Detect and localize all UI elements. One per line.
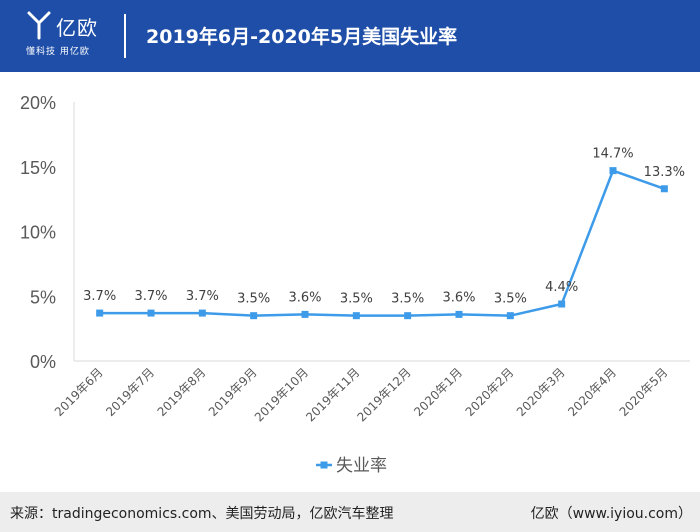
data-label: 3.7%	[83, 289, 116, 304]
data-label: 3.6%	[288, 290, 321, 305]
source-note: 来源：tradingeconomics.com、美国劳动局，亿欧汽车整理	[10, 506, 394, 522]
series-line	[99, 169, 665, 317]
header-banner: 亿欧 懂科技 用亿欧 2019年6月-2020年5月美国失业率	[0, 0, 700, 72]
x-tick-label: 2019年9月	[206, 365, 260, 419]
legend-marker	[320, 461, 328, 469]
data-label: 3.5%	[237, 292, 270, 307]
y-tick-label: 10%	[20, 223, 56, 243]
y-tick-label: 0%	[30, 352, 56, 372]
footer-bar: 来源：tradingeconomics.com、美国劳动局，亿欧汽车整理 亿欧（…	[0, 492, 700, 532]
x-tick-label: 2020年5月	[617, 365, 671, 419]
data-point	[198, 309, 206, 317]
x-tick-label: 2019年6月	[52, 365, 106, 419]
data-point	[506, 312, 514, 320]
x-tick-label: 2019年10月	[252, 365, 311, 424]
page-title: 2019年6月-2020年5月美国失业率	[146, 26, 458, 48]
y-tick-label: 5%	[30, 287, 56, 307]
logo: 亿欧 懂科技 用亿欧	[26, 10, 106, 60]
data-label: 14.7%	[592, 147, 633, 162]
data-point	[147, 309, 155, 317]
x-tick-label: 2020年3月	[514, 365, 568, 419]
data-label: 3.7%	[134, 289, 167, 304]
data-point	[96, 309, 104, 317]
x-tick-label: 2020年1月	[411, 365, 465, 419]
x-tick-label: 2020年4月	[565, 365, 619, 419]
data-point	[404, 312, 412, 320]
data-point	[250, 312, 258, 320]
brand-note: 亿欧（www.iyiou.com）	[530, 506, 692, 522]
data-label: 3.5%	[391, 292, 424, 307]
header-divider	[124, 14, 126, 58]
data-point	[352, 312, 360, 320]
data-point	[301, 310, 309, 318]
data-label: 3.7%	[186, 289, 219, 304]
data-label: 3.5%	[340, 292, 373, 307]
data-point	[455, 310, 463, 318]
y-tick-label: 20%	[20, 93, 56, 113]
legend-label: 失业率	[336, 456, 387, 476]
logo-name: 亿欧	[56, 16, 98, 40]
data-label: 4.4%	[545, 280, 578, 295]
data-label: 13.3%	[644, 165, 685, 180]
x-tick-label: 2019年12月	[355, 365, 414, 424]
data-point	[660, 185, 668, 193]
data-label: 3.6%	[442, 290, 475, 305]
x-tick-label: 2019年7月	[103, 365, 157, 419]
data-point	[558, 300, 566, 308]
logo-slogan: 懂科技 用亿欧	[26, 47, 90, 57]
data-point	[609, 167, 617, 175]
line-chart: 0% 5% 10% 15% 20% 2019年6月2019年7月2019年8月2019年9…	[20, 93, 690, 476]
y-tick-label: 15%	[20, 158, 56, 178]
x-tick-label: 2019年11月	[303, 365, 362, 424]
data-label: 3.5%	[494, 292, 527, 307]
x-tick-label: 2020年2月	[463, 365, 517, 419]
x-tick-label: 2019年8月	[155, 365, 209, 419]
logo-icon	[27, 11, 51, 40]
